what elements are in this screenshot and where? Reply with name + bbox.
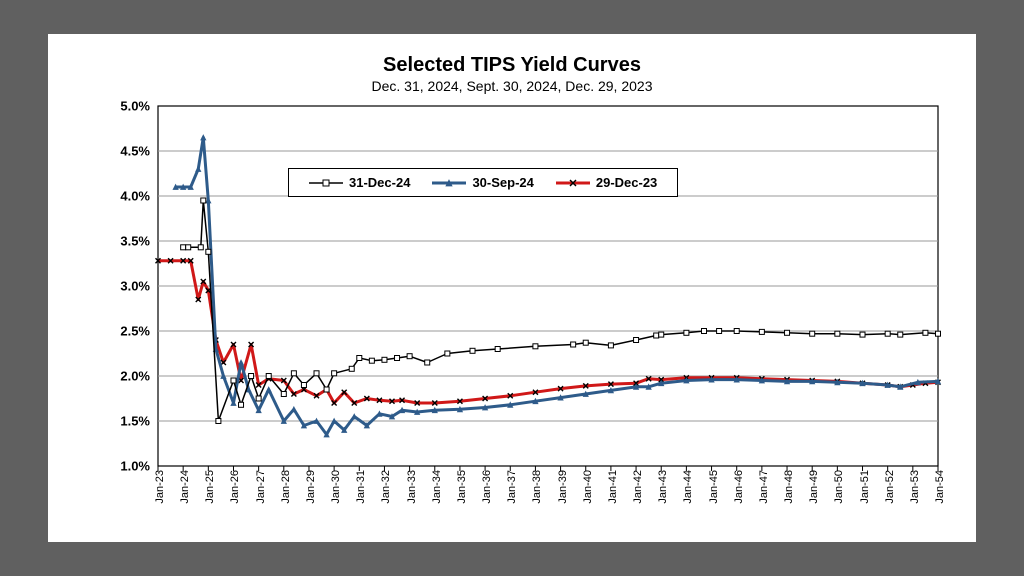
x-axis-tick-label: Jan-27 [255, 470, 267, 504]
x-axis-tick-label: Jan-50 [833, 470, 845, 504]
legend-item-sep24: 30-Sep-24 [432, 175, 533, 190]
y-axis-tick-label: 5.0% [120, 99, 150, 114]
x-axis-tick-label: Jan-23 [154, 470, 166, 504]
chart-card: Selected TIPS Yield Curves Dec. 31, 2024… [48, 34, 976, 542]
legend-label: 29-Dec-23 [596, 175, 657, 190]
x-axis-tick-label: Jan-39 [557, 470, 569, 504]
legend-item-dec23: 29-Dec-23 [556, 175, 657, 190]
y-axis-tick-label: 2.5% [120, 324, 150, 339]
x-axis-tick-label: Jan-41 [607, 470, 619, 504]
y-axis-tick-label: 4.5% [120, 144, 150, 159]
y-axis-tick-label: 3.0% [120, 279, 150, 294]
x-axis-tick-label: Jan-33 [406, 470, 418, 504]
x-axis-tick-label: Jan-25 [204, 470, 216, 504]
y-axis-tick-label: 2.0% [120, 369, 150, 384]
x-axis-tick-label: Jan-51 [859, 470, 871, 504]
yield-curve-chart [158, 106, 938, 466]
x-axis-tick-label: Jan-46 [733, 470, 745, 504]
x-axis-tick-label: Jan-49 [808, 470, 820, 504]
legend-label: 31-Dec-24 [349, 175, 410, 190]
x-axis-tick-label: Jan-40 [582, 470, 594, 504]
x-axis-tick-label: Jan-53 [909, 470, 921, 504]
x-axis-tick-label: Jan-28 [280, 470, 292, 504]
x-axis-tick-label: Jan-48 [783, 470, 795, 504]
plot-area: 31-Dec-2430-Sep-2429-Dec-23 1.0%1.5%2.0%… [158, 106, 938, 466]
chart-subtitle: Dec. 31, 2024, Sept. 30, 2024, Dec. 29, … [48, 78, 976, 94]
x-axis-tick-label: Jan-43 [657, 470, 669, 504]
chart-legend: 31-Dec-24 30-Sep-24 29-Dec-23 [288, 168, 678, 197]
x-axis-tick-label: Jan-42 [632, 470, 644, 504]
x-axis-tick-label: Jan-29 [305, 470, 317, 504]
x-axis-tick-label: Jan-45 [708, 470, 720, 504]
x-axis-tick-label: Jan-37 [506, 470, 518, 504]
legend-item-dec24: 31-Dec-24 [309, 175, 410, 190]
x-axis-tick-label: Jan-44 [682, 470, 694, 504]
legend-label: 30-Sep-24 [472, 175, 533, 190]
x-axis-tick-label: Jan-36 [481, 470, 493, 504]
x-axis-tick-label: Jan-34 [431, 470, 443, 504]
x-axis-tick-label: Jan-31 [355, 470, 367, 504]
y-axis-tick-label: 1.0% [120, 459, 150, 474]
chart-title: Selected TIPS Yield Curves [48, 54, 976, 77]
x-axis-tick-label: Jan-24 [179, 470, 191, 504]
series-dec23 [156, 258, 941, 405]
x-axis-tick-label: Jan-38 [531, 470, 543, 504]
x-axis-tick-label: Jan-47 [758, 470, 770, 504]
x-axis-tick-label: Jan-26 [229, 470, 241, 504]
y-axis-tick-label: 4.0% [120, 189, 150, 204]
x-axis-tick-label: Jan-30 [330, 470, 342, 504]
x-axis-tick-label: Jan-32 [380, 470, 392, 504]
x-axis-tick-label: Jan-54 [934, 470, 946, 504]
y-axis-tick-label: 1.5% [120, 414, 150, 429]
x-axis-tick-label: Jan-35 [456, 470, 468, 504]
x-axis-tick-label: Jan-52 [884, 470, 896, 504]
y-axis-tick-label: 3.5% [120, 234, 150, 249]
